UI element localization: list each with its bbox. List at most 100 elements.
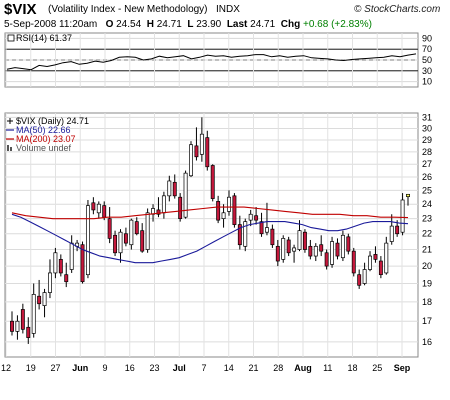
candle-body (91, 202, 96, 211)
price-panel-frame (4, 112, 419, 358)
candle-body (254, 215, 259, 221)
x-tick-label: 12 (1, 363, 11, 373)
price-tick-label: 29 (422, 135, 432, 145)
price-tick-label: 26 (422, 172, 432, 182)
rsi-legend-label: RSI(14) 61.37 (16, 33, 72, 43)
quote-line: 5-Sep-2008 11:20am O 24.54 H 24.71 L 23.… (4, 19, 372, 30)
open-value: 24.54 (116, 19, 142, 30)
price-tick-label: 27 (422, 159, 432, 169)
candle-body (265, 227, 269, 233)
chg-label: Chg (280, 19, 301, 30)
price-tick-label: 28 (422, 147, 432, 157)
x-tick-label: Jul (173, 363, 186, 373)
candle-body (129, 219, 134, 246)
candle-body (232, 195, 237, 225)
x-tick-label: 14 (224, 363, 234, 373)
price-tick-label: 17 (422, 316, 432, 326)
candle-body (58, 259, 63, 274)
candle-body (330, 241, 335, 265)
candle-body (96, 203, 101, 214)
volume-legend-swatch (10, 147, 12, 151)
candle-body (378, 260, 383, 276)
price-tick-label: 23 (422, 214, 432, 224)
price-tick-label: 19 (422, 278, 432, 288)
candle-body (389, 225, 394, 242)
candle-body (270, 228, 275, 246)
ma50-legend-label: MA(50) 22.66 (16, 125, 71, 135)
candle-body (210, 165, 215, 199)
candle-body (118, 231, 123, 254)
symbol-title: $VIX (4, 1, 37, 18)
candle-body (172, 181, 177, 197)
candle-body (313, 245, 318, 257)
price-tick-label: 22 (422, 229, 432, 239)
candle-body (335, 242, 340, 257)
price-tick-label: 20 (422, 261, 432, 271)
candle-body (302, 231, 307, 250)
x-tick-label: Sep (394, 363, 411, 373)
x-tick-label: 27 (50, 363, 60, 373)
price-legend-label: $VIX (Daily) 24.71 (16, 116, 89, 126)
candle-body (243, 221, 248, 247)
candle-body (140, 230, 145, 252)
candle-body (324, 252, 329, 267)
low-value: 23.90 (196, 19, 222, 30)
high-label: H (146, 19, 154, 30)
candle-body (395, 225, 400, 235)
last-label: Last (226, 19, 248, 30)
price-tick-label: 31 (422, 112, 432, 122)
candle-body (373, 254, 378, 260)
candle-body (42, 292, 47, 306)
open-label: O (105, 19, 114, 30)
candle-body (134, 221, 139, 235)
price-tick-label: 16 (422, 337, 432, 347)
volume-legend-swatch (7, 145, 9, 151)
candle-body (221, 212, 226, 220)
candle-body (10, 320, 14, 332)
candle-body (85, 205, 90, 276)
exchange-label: INDX (216, 4, 240, 15)
rsi-legend-icon (7, 34, 15, 42)
x-tick-label: 16 (125, 363, 135, 373)
ma200-line (11, 206, 409, 220)
rsi-line (6, 53, 417, 71)
x-tick-label: 23 (149, 363, 159, 373)
candle-body (308, 245, 313, 257)
x-tick-label: 9 (102, 363, 107, 373)
low-label: L (187, 19, 194, 30)
candle-body (156, 209, 161, 215)
candle-body (167, 180, 172, 197)
price-tick-label: 24 (422, 199, 432, 209)
candle-body (113, 234, 118, 254)
candle-body (53, 252, 58, 274)
candle-body (406, 193, 410, 198)
candle-body (102, 205, 107, 218)
candle-body (199, 133, 204, 155)
price-tick-label: 18 (422, 297, 432, 307)
chg-value: +0.68 (+2.83%) (302, 19, 372, 30)
candle-body (259, 221, 264, 235)
candle-body (216, 201, 221, 221)
candle-body (26, 326, 31, 338)
x-tick-label: 7 (201, 363, 206, 373)
candle-body (107, 218, 112, 239)
price-tick-label: 30 (422, 123, 432, 133)
x-tick-label: Aug (294, 363, 312, 373)
last-value: 24.71 (250, 19, 276, 30)
rsi-tick-label: 90 (422, 33, 432, 43)
quote-date: 5-Sep-2008 11:20am (4, 19, 98, 30)
ma200-legend-label: MA(200) 23.07 (16, 134, 76, 144)
candle-body (189, 144, 193, 177)
candle-body (69, 242, 74, 270)
rsi-tick-label: 10 (422, 77, 432, 87)
x-tick-label: 25 (372, 363, 382, 373)
candle-body (37, 295, 42, 305)
rsi-tick-label: 30 (422, 66, 432, 76)
candle-body (400, 199, 405, 233)
candle-body (286, 239, 291, 254)
x-tick-label: 21 (248, 363, 258, 373)
candle-body (281, 238, 286, 260)
candle-body (275, 245, 280, 262)
volume-legend-label: Volume undef (16, 143, 72, 153)
rsi-tick-label: 50 (422, 55, 432, 65)
